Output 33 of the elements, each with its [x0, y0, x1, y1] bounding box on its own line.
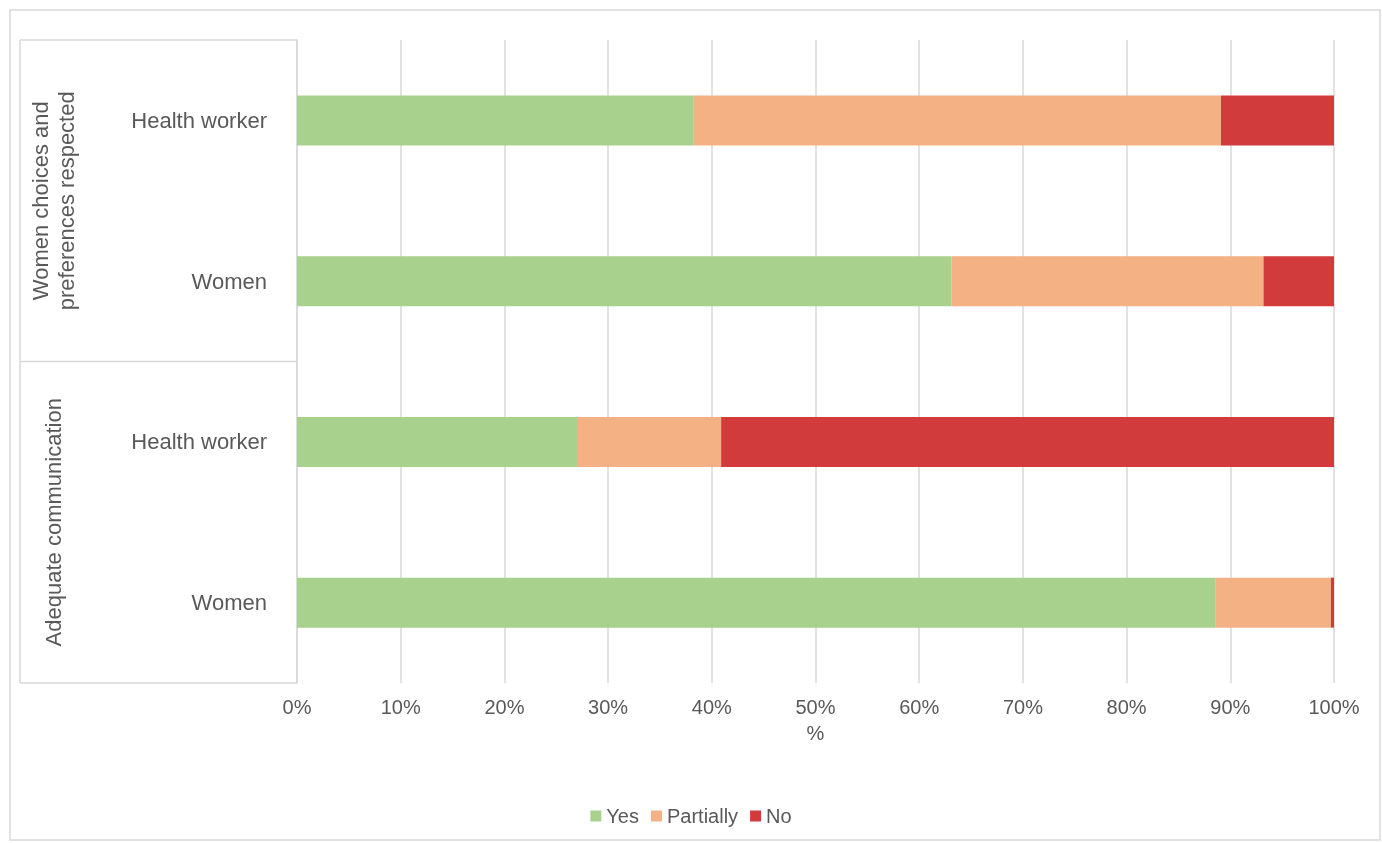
- x-axis-title: %: [806, 722, 825, 744]
- x-tick-label: 30%: [588, 696, 629, 718]
- legend-label: No: [766, 805, 792, 827]
- bar: [1220, 95, 1334, 146]
- x-tick-label: 70%: [1002, 696, 1044, 718]
- x-tick-label: 50%: [795, 696, 836, 718]
- bar: [576, 416, 722, 467]
- bar: [693, 95, 1221, 146]
- x-tick-label: 60%: [899, 696, 940, 718]
- bar: [297, 577, 1216, 628]
- bar: [297, 256, 952, 307]
- x-tick-label: 20%: [484, 696, 525, 718]
- text: Adequate communication: [40, 398, 66, 647]
- y-tick-label: Health worker: [131, 107, 267, 133]
- y-tick-label: Women: [191, 590, 267, 616]
- legend-label: Partially: [666, 805, 739, 827]
- bar: [951, 256, 1264, 307]
- x-tick-label: 0%: [282, 696, 312, 718]
- bar: [297, 416, 577, 467]
- x-tick-label: 90%: [1210, 696, 1251, 718]
- bar: [1330, 577, 1334, 628]
- x-tick-label: 40%: [691, 696, 733, 718]
- bar: [1263, 256, 1334, 307]
- text: Women choices and preferences respected: [27, 91, 79, 311]
- x-tick-label: 80%: [1106, 696, 1147, 718]
- bar: [1215, 577, 1331, 628]
- y-tick-label: Women: [191, 268, 267, 294]
- legend-label: Yes: [606, 805, 639, 827]
- x-tick-label: 10%: [380, 696, 421, 718]
- x-tick-label: 100%: [1308, 696, 1360, 718]
- bar: [297, 95, 694, 146]
- y-tick-label: Health worker: [131, 429, 267, 455]
- bar: [721, 416, 1334, 467]
